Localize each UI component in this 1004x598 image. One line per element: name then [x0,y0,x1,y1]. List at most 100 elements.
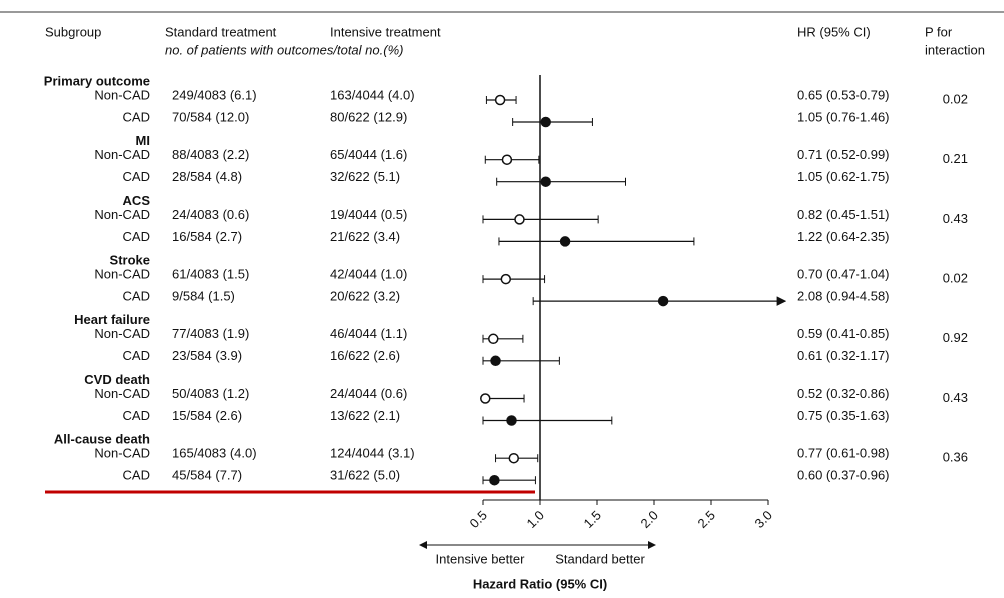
p-value: 0.36 [943,450,968,465]
hr-point [500,273,512,285]
row-label: CAD [123,348,150,363]
intensive-count: 20/622 (3.2) [330,289,400,304]
intensive-count: 19/4044 (0.5) [330,207,407,222]
hr-point [506,415,517,426]
row-label: CAD [123,468,150,483]
standard-count: 45/584 (7.7) [172,468,242,483]
intensive-count: 124/4044 (3.1) [330,446,415,461]
row-label: Non-CAD [94,326,150,341]
standard-count: 61/4083 (1.5) [172,267,249,282]
x-axis-label: Hazard Ratio (95% CI) [473,576,607,591]
hr-point [480,393,491,404]
hr-point [559,236,571,247]
intensive-count: 65/4044 (1.6) [330,147,407,162]
group-label: Heart failure [74,312,150,327]
intensive-count: 32/622 (5.1) [330,169,400,184]
hr-label: 1.05 (0.76-1.46) [797,109,890,124]
standard-count: 88/4083 (2.2) [172,147,249,162]
header-p: P for [925,24,953,39]
hr-label: 0.70 (0.47-1.04) [797,267,890,282]
p-value: 0.02 [943,91,968,106]
row-label: Non-CAD [94,87,150,102]
x-tick-label: 2.5 [695,508,718,531]
standard-count: 249/4083 (6.1) [172,87,257,102]
p-value: 0.92 [943,330,968,345]
x-tick-label: 1.5 [581,508,604,531]
row-label: CAD [123,169,150,184]
x-tick-label: 0.5 [467,508,490,531]
intensive-count: 46/4044 (1.1) [330,326,407,341]
hr-point [508,452,520,464]
header-hr: HR (95% CI) [797,24,871,39]
hr-label: 0.65 (0.53-0.79) [797,87,890,102]
hr-point [490,355,501,367]
intensive-count: 31/622 (5.0) [330,468,400,483]
standard-count: 9/584 (1.5) [172,289,235,304]
row-label: Non-CAD [94,386,150,401]
standard-count: 50/4083 (1.2) [172,386,249,401]
hr-label: 2.08 (0.94-4.58) [797,289,890,304]
hr-point [514,214,525,225]
standard-count: 77/4083 (1.9) [172,326,249,341]
hr-point [540,176,551,187]
left-note: Intensive better [436,551,526,566]
p-value: 0.43 [943,211,968,226]
row-label: CAD [123,408,150,423]
group-label: All-cause death [54,432,150,447]
group-label: MI [136,133,150,148]
standard-count: 24/4083 (0.6) [172,207,249,222]
header-subheader: no. of patients with outcomes/total no.(… [165,42,403,57]
header-p: interaction [925,42,985,57]
group-label: Stroke [110,253,150,268]
header-subgroup: Subgroup [45,24,101,39]
group-label: Primary outcome [44,73,150,88]
row-label: Non-CAD [94,267,150,282]
standard-count: 28/584 (4.8) [172,169,242,184]
standard-count: 15/584 (2.6) [172,408,242,423]
row-label: Non-CAD [94,207,150,222]
hr-label: 1.22 (0.64-2.35) [797,229,890,244]
right-note: Standard better [555,551,645,566]
hr-label: 0.60 (0.37-0.96) [797,468,890,483]
hr-point [489,474,500,486]
p-value: 0.02 [943,271,968,286]
intensive-count: 16/622 (2.6) [330,348,400,363]
hr-point [488,333,499,345]
hr-point [501,154,513,165]
intensive-count: 13/622 (2.1) [330,408,400,423]
header-intensive: Intensive treatment [330,24,441,39]
p-value: 0.21 [943,151,968,166]
standard-count: 70/584 (12.0) [172,109,249,124]
standard-count: 16/584 (2.7) [172,229,242,244]
x-tick-label: 2.0 [638,508,661,531]
hr-label: 0.59 (0.41-0.85) [797,326,890,341]
intensive-count: 21/622 (3.4) [330,229,400,244]
hr-point [540,116,551,128]
row-label: CAD [123,229,150,244]
standard-count: 165/4083 (4.0) [172,446,257,461]
intensive-count: 163/4044 (4.0) [330,87,415,102]
intensive-count: 24/4044 (0.6) [330,386,407,401]
row-label: Non-CAD [94,446,150,461]
hr-label: 0.75 (0.35-1.63) [797,408,890,423]
p-value: 0.43 [943,390,968,405]
hr-label: 1.05 (0.62-1.75) [797,169,890,184]
row-label: Non-CAD [94,147,150,162]
intensive-count: 42/4044 (1.0) [330,267,407,282]
hr-label: 0.77 (0.61-0.98) [797,446,890,461]
hr-label: 0.52 (0.32-0.86) [797,386,890,401]
hr-label: 0.71 (0.52-0.99) [797,147,890,162]
standard-count: 23/584 (3.9) [172,348,242,363]
hr-label: 0.82 (0.45-1.51) [797,207,890,222]
x-tick-label: 3.0 [752,508,775,531]
header-standard: Standard treatment [165,24,277,39]
hr-point [657,295,669,307]
row-label: CAD [123,109,150,124]
hr-label: 0.61 (0.32-1.17) [797,348,890,363]
intensive-count: 80/622 (12.9) [330,109,407,124]
row-label: CAD [123,289,150,304]
x-tick-label: 1.0 [524,508,547,531]
group-label: ACS [123,193,151,208]
hr-point [494,94,506,106]
